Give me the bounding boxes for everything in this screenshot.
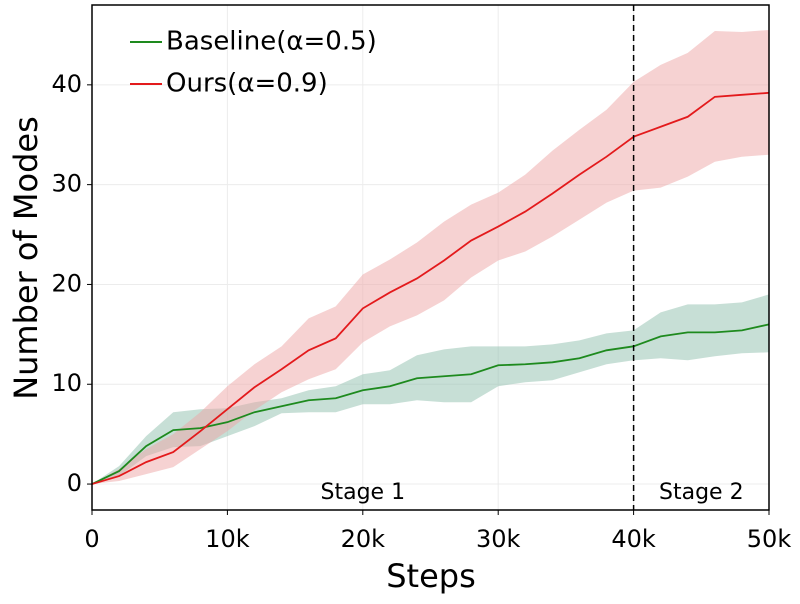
y-tick-label: 0 xyxy=(67,469,82,497)
y-tick-label: 10 xyxy=(51,369,82,397)
legend-label: Ours(α=0.9) xyxy=(166,69,328,99)
x-tick-label: 0 xyxy=(84,525,99,553)
band xyxy=(92,29,769,485)
y-tick-label: 20 xyxy=(51,269,82,297)
y-tick-label: 40 xyxy=(51,70,82,98)
x-tick-label: 10k xyxy=(205,525,250,553)
legend-label: Baseline(α=0.5) xyxy=(166,27,377,57)
x-tick-label: 20k xyxy=(341,525,386,553)
x-tick-label: 40k xyxy=(611,525,656,553)
x-tick-label: 30k xyxy=(476,525,521,553)
y-tick-label: 30 xyxy=(51,170,82,198)
annotation: Stage 2 xyxy=(659,480,744,505)
x-axis-label: Steps xyxy=(386,557,476,595)
plot-frame xyxy=(91,4,770,511)
y-axis-label: Number of Modes xyxy=(7,116,45,400)
line xyxy=(91,91,770,485)
x-tick-label: 50k xyxy=(747,525,792,553)
band xyxy=(92,294,769,485)
annotation: Stage 1 xyxy=(321,480,406,505)
